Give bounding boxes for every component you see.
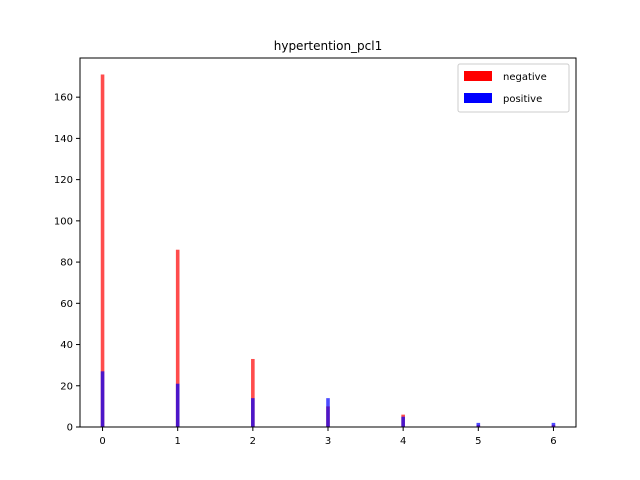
bar-positive-2 [251,398,255,427]
y-tick-label: 40 [60,340,73,351]
x-tick-label: 2 [250,436,256,447]
bar-negative-2 [251,358,255,427]
y-tick-label: 0 [67,423,73,434]
x-tick-label: 4 [400,436,406,447]
legend-swatch-positive [464,93,492,103]
legend-label-positive: positive [503,94,542,105]
bar-negative-1 [175,249,180,427]
x-tick-label: 5 [475,436,481,447]
bar-positive-5 [476,422,481,427]
x-tick-label: 6 [550,436,556,447]
y-tick-label: 60 [60,299,73,310]
bar-positive-6 [551,422,556,427]
y-tick-label: 100 [54,216,73,227]
bars-layer [100,74,556,427]
x-tick-label: 3 [325,436,331,447]
bar-positive-1 [175,383,180,427]
bar-negative-0 [100,74,105,427]
bar-positive-3 [326,398,330,427]
bar-positive-0 [100,371,105,427]
y-tick-label: 20 [60,381,73,392]
y-tick-label: 140 [54,134,73,145]
bar-positive-4 [401,416,405,427]
y-tick-label: 160 [54,93,73,104]
y-tick-label: 80 [60,258,73,269]
y-tick-label: 120 [54,175,73,186]
chart-title: hypertention_pcl1 [274,39,383,53]
legend-swatch-negative [464,71,492,81]
x-tick-label: 1 [175,436,181,447]
legend-label-negative: negative [503,72,547,83]
x-tick-label: 0 [99,436,105,447]
legend: negative positive [457,63,570,113]
